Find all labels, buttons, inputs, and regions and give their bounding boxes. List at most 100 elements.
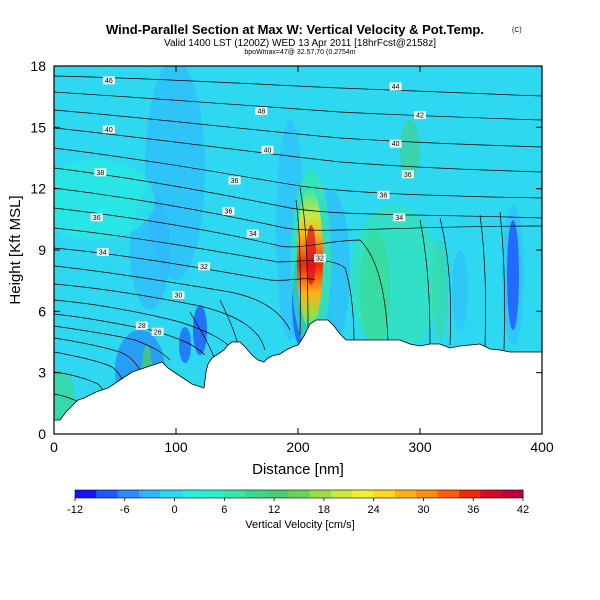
- contour-label: 48: [258, 108, 266, 115]
- contour-label: 40: [264, 147, 272, 154]
- colorbar-tick-label: 18: [318, 504, 330, 516]
- colorbar-swatch: [139, 490, 161, 498]
- chart-title: Wind-Parallel Section at Max W: Vertical…: [106, 22, 484, 37]
- theta-contour: [189, 311, 216, 361]
- plot-area: 46 44 42 48 40 40 40 38 36 36 38 36 36 34 34 34 32 32 30 28…: [54, 66, 542, 434]
- theta-contour: [499, 211, 505, 351]
- chart-subtitle: Valid 1400 LST (1200Z) WED 13 Apr 2011 […: [164, 38, 436, 49]
- downdraft-region: [452, 250, 468, 330]
- theta-contours: [54, 75, 542, 409]
- chart-subtitle-2: bpoWmax=47@ 32.57,70 (0.2754m: [244, 49, 355, 56]
- contour-label: 34: [99, 250, 107, 257]
- theta-contour: [54, 325, 171, 361]
- weak-updraft: [360, 230, 390, 350]
- contour-label-bg: [401, 170, 414, 179]
- colorbar-swatch: [224, 490, 247, 498]
- colorbar-swatch: [373, 490, 396, 498]
- contour-label-bg: [246, 229, 259, 238]
- x-tick-label: 300: [408, 439, 432, 455]
- colorbar-swatch: [267, 490, 289, 498]
- y-tick-label: 0: [38, 426, 46, 442]
- x-tick-label: 100: [164, 439, 188, 455]
- contour-label: 40: [105, 127, 113, 134]
- updraft-peak: [306, 225, 316, 285]
- contour-label-bg: [198, 262, 211, 271]
- theta-contour: [479, 214, 486, 349]
- x-axis-label: Distance [nm]: [252, 461, 344, 478]
- colorbar-label: Vertical Velocity [cm/s]: [245, 519, 354, 531]
- colorbar-tick-label: 0: [171, 504, 177, 516]
- colorbar-swatch: [245, 490, 268, 498]
- y-tick-label: 12: [30, 181, 46, 197]
- colorbar-swatch: [416, 490, 439, 498]
- contour-label-bg: [94, 168, 107, 177]
- contour-labels: 46 44 42 48 40 40 40 38 36 36 38 36 36 34 34 34 32 32 30 28…: [90, 76, 426, 336]
- colorbar-swatch: [117, 490, 140, 498]
- terrain: [54, 319, 542, 434]
- weak-updraft: [432, 240, 448, 340]
- colorbar-tick-label: -6: [120, 504, 130, 516]
- colorbar-swatch: [160, 490, 183, 498]
- colorbar-swatch: [395, 490, 417, 498]
- contour-label-bg: [377, 190, 390, 199]
- contour-label-bg: [313, 254, 326, 263]
- contour-label-bg: [393, 213, 406, 222]
- contour-label: 42: [416, 113, 424, 120]
- colorbar-swatch: [459, 490, 481, 498]
- contour-label: 38: [96, 170, 104, 177]
- theta-contour: [54, 283, 266, 351]
- colorbar-swatch: [501, 490, 524, 498]
- theta-contour: [299, 187, 309, 331]
- contour-label-bg: [90, 213, 103, 222]
- downdraft-core: [179, 327, 191, 363]
- weak-updraft: [54, 160, 155, 240]
- colorbar-swatch: [96, 490, 119, 498]
- contour-label-bg: [135, 321, 148, 330]
- theta-contour: [54, 227, 355, 341]
- y-tick-label: 18: [30, 58, 46, 74]
- contour-label-bg: [222, 207, 235, 216]
- theta-contour: [54, 109, 542, 148]
- contour-label: 36: [225, 209, 233, 216]
- theta-contour: [54, 147, 542, 199]
- colorbar-tick-label: 12: [268, 504, 280, 516]
- x-tick-label: 400: [530, 439, 554, 455]
- y-tick-label: 9: [38, 242, 46, 258]
- colorbar-tick-label: 6: [221, 504, 227, 516]
- theta-contour: [54, 207, 389, 341]
- colorbar-swatch: [203, 490, 225, 498]
- contour-label: 32: [316, 256, 324, 263]
- y-tick-label: 3: [38, 365, 46, 381]
- theta-contour: [54, 337, 141, 371]
- chart-title-mark: (C): [512, 27, 522, 34]
- theta-contour: [295, 199, 301, 336]
- colorbar-swatch: [75, 490, 97, 498]
- colorbar-swatch: [181, 490, 204, 498]
- contour-label: 40: [392, 141, 400, 148]
- colorbar-swatch: [352, 490, 375, 498]
- colorbar-tick-label: 36: [467, 504, 479, 516]
- colorbar-swatch: [331, 490, 353, 498]
- x-tick-label: 200: [286, 439, 310, 455]
- colorbar-swatch: [480, 490, 503, 498]
- colorbar-frame: [74, 489, 524, 499]
- contour-label: 36: [404, 172, 412, 179]
- contour-label-bg: [172, 290, 185, 299]
- theta-contour: [54, 91, 542, 121]
- contour-label: 38: [380, 192, 388, 199]
- theta-contour: [54, 313, 206, 356]
- theta-contour: [54, 265, 291, 331]
- contour-label: 44: [392, 84, 400, 91]
- contour-label: 28: [138, 323, 146, 330]
- y-axis-label: Height [Kft MSL]: [7, 195, 24, 304]
- colorbar: -12 -6 0 6 12 18 24 30 36 42: [67, 489, 529, 516]
- weak-updraft: [400, 120, 420, 180]
- theta-contour: [54, 75, 542, 97]
- theta-contour: [54, 167, 542, 219]
- contour-label-bg: [96, 248, 109, 257]
- colorbar-swatch: [437, 490, 460, 498]
- theta-contour: [439, 217, 452, 346]
- x-tick-label: 0: [50, 439, 58, 455]
